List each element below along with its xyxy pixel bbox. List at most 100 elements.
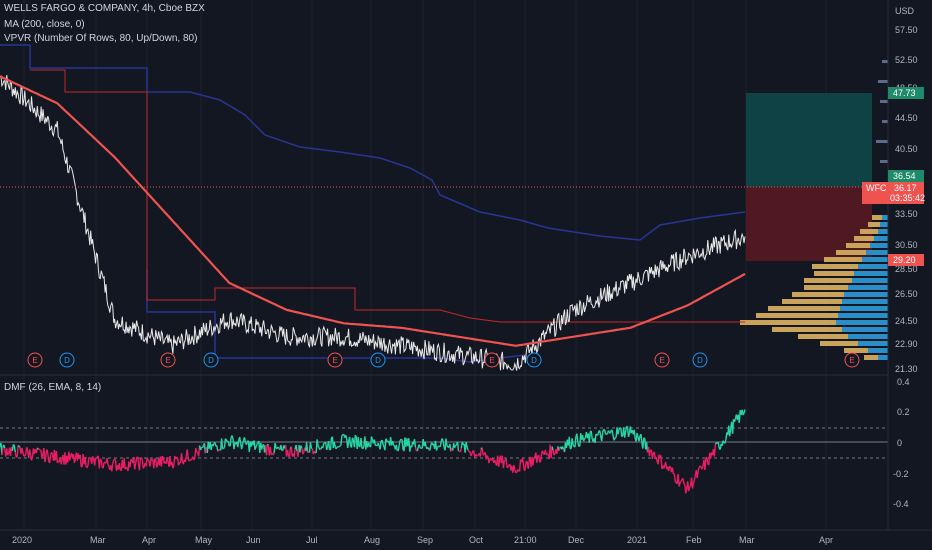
volume-bar-up — [842, 299, 888, 304]
stop-price-text: 29.20 — [893, 255, 916, 265]
dmf-segment — [24, 453, 27, 457]
dmf-tick: 0.4 — [897, 377, 910, 387]
volume-bar-up — [868, 348, 888, 353]
earnings-marker-icon[interactable] — [27, 352, 43, 368]
dmf-segment — [603, 429, 607, 435]
dmf-segment — [660, 455, 663, 469]
dmf-segment — [687, 486, 691, 492]
event-marker-label: E — [32, 356, 37, 365]
dmf-segment — [648, 449, 652, 457]
volume-bar-down — [782, 299, 842, 304]
vpvr-legend[interactable]: VPVR (Number Of Rows, 80, Up/Down, 80) — [4, 33, 198, 44]
dmf-segment — [544, 449, 547, 455]
ma-legend[interactable]: MA (200, close, 0) — [4, 19, 85, 30]
dmf-segment — [172, 465, 175, 469]
dmf-segment — [216, 445, 219, 452]
dmf-segment — [391, 440, 395, 446]
event-marker-label: D — [64, 356, 70, 365]
volume-bar-down — [868, 222, 880, 227]
volume-bar-down — [812, 264, 858, 269]
dmf-segment — [626, 425, 628, 428]
dmf-segment — [481, 448, 484, 456]
price-tick: 52.50 — [895, 55, 918, 65]
dividend-marker-icon[interactable] — [59, 352, 75, 368]
dmf-segment — [190, 458, 193, 461]
price-series-line[interactable] — [0, 75, 746, 371]
dmf-segment — [44, 455, 47, 463]
volume-bar-down — [804, 278, 852, 283]
dmf-segment — [147, 459, 150, 462]
dmf-segment — [293, 448, 296, 457]
dmf-segment — [561, 446, 565, 450]
dividend-marker-icon[interactable] — [526, 352, 542, 368]
earnings-marker-icon[interactable] — [654, 352, 670, 368]
time-tick: Jun — [246, 535, 261, 545]
volume-bar-up — [840, 306, 888, 311]
dmf-segment — [302, 452, 305, 455]
dmf-segment — [713, 444, 717, 457]
event-marker-label: D — [531, 356, 537, 365]
volume-bar-up — [848, 285, 888, 290]
dmf-segment — [146, 457, 149, 461]
dmf-tick: -0.2 — [893, 469, 909, 479]
dividend-marker-icon[interactable] — [692, 352, 708, 368]
dmf-series[interactable] — [0, 409, 746, 494]
dmf-segment — [300, 445, 303, 449]
dmf-segment — [160, 455, 164, 467]
volume-bar-up — [866, 250, 888, 255]
dmf-segment — [353, 435, 356, 448]
dmf-segment — [95, 456, 99, 460]
dmf-segment — [111, 463, 114, 472]
dmf-segment — [693, 475, 696, 481]
dmf-segment — [442, 441, 445, 448]
price-tick: 40.50 — [895, 144, 918, 154]
earnings-marker-icon[interactable] — [160, 352, 176, 368]
volume-bar-down — [846, 243, 870, 248]
ma-200-line[interactable] — [0, 75, 746, 347]
volume-bar-down — [756, 313, 838, 318]
earnings-marker-icon[interactable] — [327, 352, 343, 368]
dividend-marker-icon[interactable] — [203, 352, 219, 368]
dmf-legend[interactable]: DMF (26, EMA, 8, 14) — [4, 382, 102, 393]
dmf-segment — [266, 443, 269, 446]
dmf-segment — [445, 438, 448, 446]
dmf-segment — [470, 453, 473, 457]
dividend-marker-icon[interactable] — [370, 352, 386, 368]
volume-bar-down — [844, 348, 868, 353]
dmf-segment — [136, 456, 140, 465]
dmf-segment — [138, 458, 142, 471]
dmf-segment — [651, 453, 654, 459]
dmf-segment — [471, 450, 474, 455]
dmf-segment — [507, 464, 510, 468]
dmf-segment — [583, 437, 587, 440]
dmf-segment — [680, 479, 683, 482]
dmf-segment — [459, 447, 462, 453]
price-tick: 28.50 — [895, 264, 918, 274]
volume-bar-down — [864, 355, 878, 360]
dmf-segment — [545, 453, 548, 456]
dmf-segment — [655, 456, 658, 462]
symbol-legend[interactable]: WELLS FARGO & COMPANY, 4h, Cboe BZX — [4, 3, 205, 14]
dmf-segment — [486, 455, 489, 458]
dmf-segment — [87, 457, 90, 466]
dmf-segment — [640, 434, 643, 443]
dmf-segment — [724, 439, 727, 444]
earnings-marker-icon[interactable] — [844, 352, 860, 368]
volume-bar-up — [870, 243, 888, 248]
dmf-segment — [601, 432, 604, 442]
dmf-tick: 0 — [897, 438, 902, 448]
dmf-segment — [424, 441, 427, 447]
loss-zone[interactable] — [746, 187, 872, 261]
dmf-segment — [237, 439, 240, 448]
dmf-segment — [482, 453, 485, 456]
dmf-segment — [18, 445, 21, 448]
event-marker-label: E — [659, 356, 664, 365]
profit-zone[interactable] — [746, 93, 872, 187]
earnings-marker-icon[interactable] — [484, 352, 500, 368]
dmf-segment — [624, 426, 628, 432]
dmf-segment — [254, 446, 257, 450]
time-axis-bg[interactable] — [0, 530, 932, 550]
dmf-segment — [679, 480, 682, 483]
